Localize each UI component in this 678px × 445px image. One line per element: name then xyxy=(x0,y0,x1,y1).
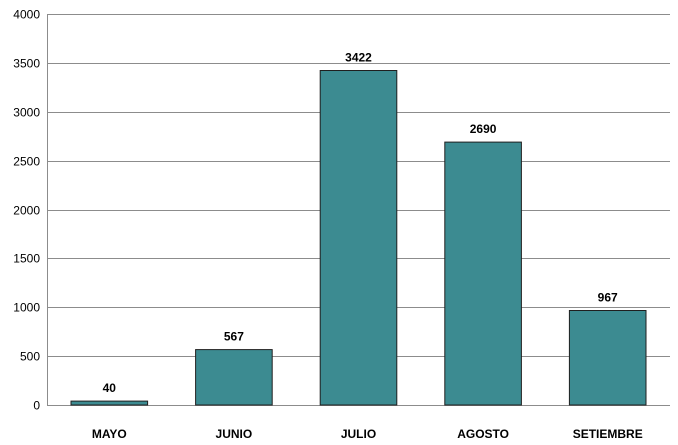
y-tick-label: 1000 xyxy=(13,301,40,315)
data-labels: 40 567 3422 2690 967 xyxy=(103,51,618,396)
data-label-julio: 3422 xyxy=(345,51,372,65)
y-tick-label: 3000 xyxy=(13,106,40,120)
data-label-setiembre: 967 xyxy=(598,291,618,305)
bar-setiembre xyxy=(568,310,647,406)
y-tick-labels: 0 500 1000 1500 2000 2500 3000 3500 4000 xyxy=(13,8,40,413)
data-label-junio: 567 xyxy=(224,330,244,344)
bar-agosto xyxy=(444,141,522,406)
category-label-setiembre: SETIEMBRE xyxy=(573,427,643,441)
data-label-mayo: 40 xyxy=(103,381,117,395)
y-tick-label: 3500 xyxy=(13,57,40,71)
category-label-junio: JUNIO xyxy=(216,427,253,441)
y-tick-label: 1500 xyxy=(13,252,40,266)
category-labels: MAYO JUNIO JULIO AGOSTO SETIEMBRE xyxy=(92,427,643,441)
bar-junio xyxy=(195,349,273,406)
y-tick-label: 2000 xyxy=(13,204,40,218)
bar-mayo xyxy=(70,400,149,406)
category-label-mayo: MAYO xyxy=(92,427,127,441)
y-tick-label: 2500 xyxy=(13,155,40,169)
y-tick-label: 0 xyxy=(33,399,40,413)
bars xyxy=(70,70,647,406)
y-tick-label: 4000 xyxy=(13,8,40,22)
data-label-agosto: 2690 xyxy=(470,122,497,136)
category-label-agosto: AGOSTO xyxy=(457,427,509,441)
bar-julio xyxy=(319,70,398,406)
category-label-julio: JULIO xyxy=(341,427,376,441)
y-tick-label: 500 xyxy=(20,350,40,364)
